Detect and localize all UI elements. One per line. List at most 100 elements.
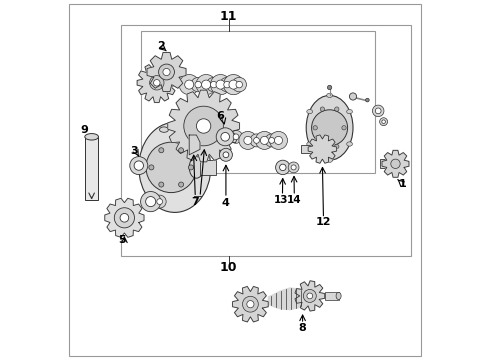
Circle shape	[274, 136, 283, 144]
Polygon shape	[105, 198, 144, 237]
Circle shape	[201, 80, 211, 89]
Circle shape	[210, 81, 217, 88]
Circle shape	[335, 144, 339, 149]
Circle shape	[372, 105, 384, 117]
Text: 9: 9	[81, 125, 89, 135]
Circle shape	[220, 148, 232, 161]
Ellipse shape	[307, 142, 313, 146]
Circle shape	[178, 148, 184, 153]
Circle shape	[149, 165, 154, 170]
Circle shape	[122, 206, 138, 222]
Circle shape	[260, 136, 269, 144]
Bar	[200, 160, 216, 175]
Circle shape	[157, 199, 163, 204]
Bar	[121, 25, 411, 256]
Circle shape	[196, 75, 216, 95]
Circle shape	[146, 197, 156, 207]
Ellipse shape	[306, 95, 353, 160]
Circle shape	[196, 119, 211, 133]
Circle shape	[114, 208, 134, 228]
Ellipse shape	[160, 127, 169, 132]
Circle shape	[178, 182, 184, 187]
Circle shape	[159, 148, 164, 153]
Circle shape	[303, 289, 316, 302]
Ellipse shape	[307, 109, 313, 114]
Polygon shape	[147, 53, 186, 91]
Circle shape	[307, 293, 313, 299]
Circle shape	[195, 81, 201, 88]
Circle shape	[243, 296, 258, 312]
Circle shape	[126, 211, 133, 218]
Circle shape	[189, 165, 194, 170]
Circle shape	[265, 134, 278, 147]
Ellipse shape	[327, 158, 333, 162]
Polygon shape	[269, 288, 303, 310]
Text: 14: 14	[287, 195, 302, 205]
Text: 7: 7	[192, 197, 199, 207]
Ellipse shape	[336, 292, 341, 300]
Bar	[380, 159, 394, 168]
Text: 2: 2	[158, 41, 165, 51]
Circle shape	[134, 161, 144, 170]
Circle shape	[342, 126, 346, 130]
Circle shape	[320, 144, 324, 149]
Circle shape	[223, 75, 244, 95]
Circle shape	[255, 131, 273, 149]
Ellipse shape	[346, 109, 352, 114]
Ellipse shape	[346, 142, 352, 146]
Circle shape	[254, 138, 259, 143]
Bar	[141, 31, 374, 173]
Text: 11: 11	[220, 10, 238, 23]
Circle shape	[224, 81, 230, 88]
Circle shape	[191, 77, 205, 92]
Text: 3: 3	[130, 146, 138, 156]
Polygon shape	[308, 135, 337, 163]
Text: 5: 5	[118, 235, 126, 246]
Ellipse shape	[139, 122, 211, 212]
Circle shape	[269, 138, 274, 143]
Circle shape	[223, 152, 229, 158]
Circle shape	[185, 80, 194, 89]
Circle shape	[236, 81, 243, 88]
Circle shape	[275, 160, 290, 175]
Circle shape	[120, 213, 129, 222]
Ellipse shape	[177, 78, 183, 88]
Circle shape	[244, 136, 252, 144]
Ellipse shape	[189, 157, 204, 178]
Bar	[85, 137, 98, 200]
Circle shape	[291, 165, 296, 170]
Polygon shape	[382, 150, 409, 177]
Polygon shape	[233, 287, 268, 322]
Circle shape	[239, 131, 257, 149]
Circle shape	[335, 107, 339, 111]
Circle shape	[153, 195, 166, 208]
Ellipse shape	[327, 93, 333, 98]
Text: 8: 8	[299, 323, 306, 333]
Text: 10: 10	[220, 261, 238, 274]
Circle shape	[149, 76, 164, 90]
Circle shape	[163, 68, 170, 76]
Polygon shape	[137, 63, 176, 103]
Circle shape	[130, 157, 148, 175]
Circle shape	[375, 108, 381, 114]
Circle shape	[391, 159, 400, 168]
Circle shape	[229, 130, 243, 143]
Ellipse shape	[85, 134, 98, 140]
Circle shape	[159, 64, 174, 80]
Bar	[301, 145, 322, 153]
Circle shape	[232, 77, 246, 92]
Circle shape	[320, 107, 324, 111]
Circle shape	[250, 134, 263, 147]
Circle shape	[210, 75, 231, 95]
Circle shape	[247, 301, 254, 308]
Circle shape	[312, 110, 347, 146]
Circle shape	[382, 120, 386, 123]
Circle shape	[146, 142, 196, 193]
Circle shape	[349, 93, 357, 100]
Circle shape	[280, 164, 286, 171]
Circle shape	[233, 134, 239, 140]
Text: 1: 1	[399, 179, 407, 189]
Circle shape	[206, 77, 221, 92]
Circle shape	[220, 77, 234, 92]
Circle shape	[216, 128, 234, 146]
